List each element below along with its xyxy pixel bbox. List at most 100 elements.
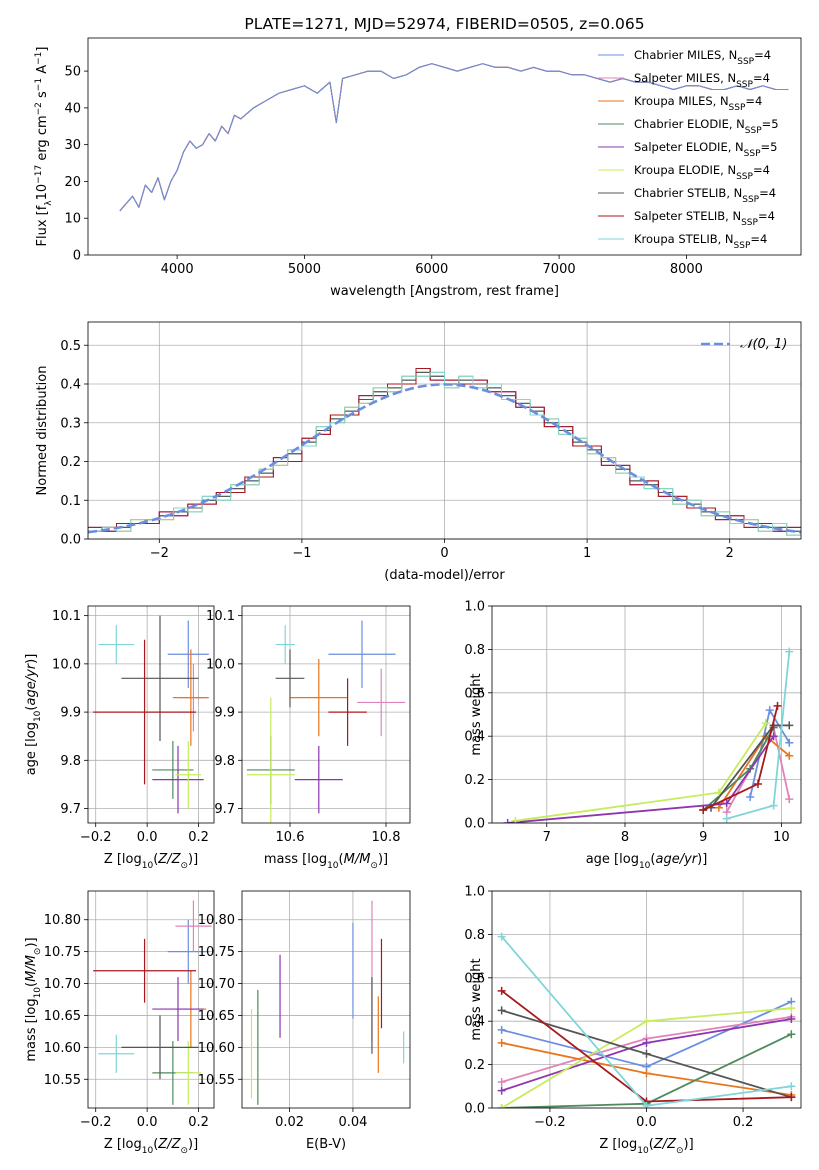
y-tick-label: 0.0 (464, 1102, 485, 1117)
x-tick-label: 0.0 (137, 1115, 158, 1130)
grid (242, 891, 410, 1108)
y-tick-label: 0.4 (464, 730, 485, 745)
y-tick-label: 0.8 (464, 928, 485, 943)
age-vs-mass-xlabel: mass [log10(M/M⊙)] (264, 852, 388, 871)
weight-marker (497, 1077, 506, 1086)
weight-marker (785, 721, 794, 730)
x-tick-label: −0.2 (534, 1115, 566, 1130)
x-tick-label: −1 (292, 546, 311, 561)
legend-label: Chabrier STELIB, NSSP=4 (634, 186, 776, 205)
weight-marker (722, 799, 731, 808)
y-tick-label: 10.80 (198, 913, 235, 928)
age-vs-Z-xlabel: Z [log10(Z/Z⊙)] (104, 852, 198, 871)
y-tick-label: 0.1 (60, 494, 81, 509)
x-tick-label: 10 (773, 830, 790, 845)
x-tick-label: −0.2 (80, 830, 112, 845)
y-tick-label: 20 (64, 175, 81, 190)
weight-marker (642, 1069, 651, 1078)
y-tick-label: 10.60 (198, 1041, 235, 1056)
age-vs-metallicity-panel: −0.2 0.0 0.2 9.7 9.8 9.9 10.0 10.1 Z [log10(Z/Z⊙… (24, 605, 215, 871)
x-tick-label: 8000 (670, 262, 703, 277)
y-tick-label: 9.7 (214, 802, 235, 817)
y-tick-label: 10.65 (198, 1009, 235, 1024)
axes-frame (491, 605, 802, 824)
weight-vs-Z-ylabel: mass weight (469, 958, 484, 1040)
x-tick-label: 6000 (415, 262, 448, 277)
legend-label: Kroupa ELODIE, NSSP=4 (634, 163, 770, 182)
x-tick-label: 0.2 (188, 830, 209, 845)
y-tick-label: 9.9 (60, 706, 81, 721)
mass-vs-metallicity-panel: −0.2 0.0 0.2 10.55 10.60 10.65 10.70 10.75 10.80… (24, 890, 215, 1156)
spectrum-xlabel: wavelength [Angstrom, rest frame] (330, 284, 559, 299)
x-tick-label: 0.04 (338, 1115, 367, 1130)
spectrum-panel: 4000 5000 6000 7000 8000 0 10 20 30 40 50 PLATE=127… (34, 15, 802, 299)
plot-area (497, 932, 796, 1108)
weight-vs-Z-xlabel: Z [log10(Z/Z⊙)] (599, 1137, 693, 1156)
weight-marker (497, 986, 506, 995)
plot-area (88, 368, 801, 539)
weight-marker (761, 719, 770, 728)
weight-marker (497, 1104, 506, 1108)
x-tick-label: 9 (699, 830, 707, 845)
x-tick-label: 1 (583, 546, 591, 561)
y-tick-label: 10 (64, 212, 81, 227)
axes-frame (491, 890, 802, 1109)
weight-marker (785, 647, 794, 656)
y-tick-label: 10.1 (206, 609, 235, 624)
x-tick-label: 10.6 (276, 830, 305, 845)
y-tick-label: 10.65 (44, 1009, 81, 1024)
x-tick-label: 0.02 (275, 1115, 304, 1130)
y-tick-label: 0.4 (60, 378, 81, 393)
y-tick-label: 30 (64, 138, 81, 153)
weight-marker (497, 1086, 506, 1095)
x-tick-label: 2 (726, 546, 734, 561)
y-tick-label: 0 (73, 249, 81, 264)
y-tick-label: 10.0 (206, 657, 235, 672)
y-tick-label: 9.8 (60, 754, 81, 769)
x-tick-label: 0.2 (188, 1115, 209, 1130)
y-tick-label: 0.2 (464, 1058, 485, 1073)
axes-frame (87, 321, 802, 540)
grid (242, 606, 410, 823)
weight-marker (699, 805, 708, 814)
plot-area (93, 615, 209, 814)
x-tick-label: 0 (440, 546, 448, 561)
y-tick-label: 10.75 (44, 945, 81, 960)
x-tick-label: 10.8 (372, 830, 401, 845)
y-tick-label: 0.6 (464, 686, 485, 701)
grid (492, 605, 801, 824)
y-tick-label: 40 (64, 101, 81, 116)
weight-vs-age-ylabel: mass weight (469, 673, 484, 755)
legend-label: 𝒩(0, 1) (740, 337, 787, 352)
y-tick-label: 9.9 (214, 706, 235, 721)
normal-curve (88, 383, 801, 534)
y-tick-label: 10.70 (44, 977, 81, 992)
weight-marker (722, 814, 731, 823)
weight-marker (511, 816, 520, 823)
plot-area (93, 900, 212, 1105)
legend-label: Chabrier MILES, NSSP=4 (634, 48, 771, 67)
weight-marker (497, 1025, 506, 1034)
axes-frame (241, 890, 411, 1109)
legend-label: Kroupa STELIB, NSSP=4 (634, 232, 767, 251)
y-tick-label: 10.55 (44, 1073, 81, 1088)
weight-marker (765, 706, 774, 715)
y-tick-label: 0.0 (60, 533, 81, 548)
axes-frame (241, 605, 411, 824)
grid (88, 606, 214, 823)
x-tick-label: 4000 (161, 262, 194, 277)
weight-marker (773, 701, 782, 710)
plot-area (503, 647, 794, 823)
y-tick-label: 10.60 (44, 1041, 81, 1056)
age-vs-mass-panel: 10.6 10.8 9.7 9.8 9.9 10.0 10.1 mass [log10(M/M… (206, 605, 411, 871)
legend-label: Salpeter STELIB, NSSP=4 (634, 209, 775, 228)
weight-marker (497, 1038, 506, 1047)
y-tick-label: 0.8 (464, 643, 485, 658)
weight-marker (497, 932, 506, 941)
weight-marker (769, 732, 778, 741)
x-tick-label: 0.0 (137, 830, 158, 845)
x-tick-label: 8 (621, 830, 629, 845)
y-tick-label: 10.1 (52, 609, 81, 624)
y-tick-label: 10.70 (198, 977, 235, 992)
